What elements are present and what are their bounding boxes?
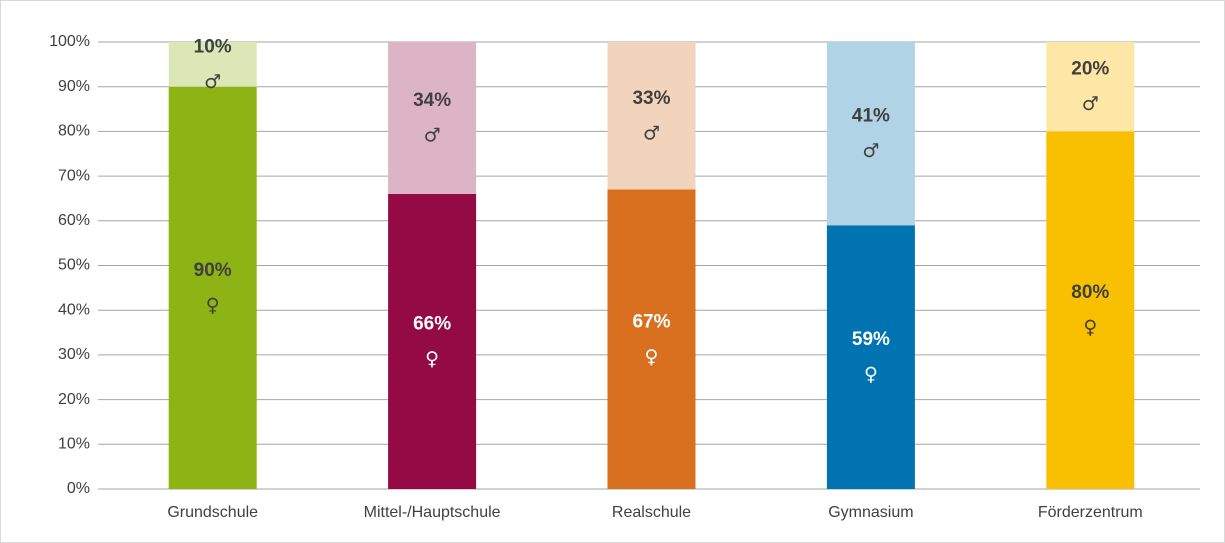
x-tick-label: Realschule [612,504,691,521]
bar-segment [388,42,477,194]
y-tick-label: 30% [58,346,90,363]
value-label: 41% [852,106,890,127]
series-symbol: ♀ [1083,317,1097,339]
bar-segment [607,42,696,190]
x-tick-label: Mittel-/Hauptschule [364,504,501,521]
bar-segment [168,86,257,489]
x-tick-label: Gymnasium [828,504,913,521]
series-symbol: ♂ [643,122,660,144]
value-label: 34% [413,90,451,111]
y-tick-label: 0% [67,480,90,497]
y-tick-label: 70% [58,167,90,184]
series-symbol: ♀ [206,294,220,316]
series-symbol: ♀ [645,346,659,368]
bar-segment [826,42,915,226]
y-tick-label: 20% [58,391,90,408]
value-label: 20% [1071,59,1109,80]
x-tick-label: Förderzentrum [1038,504,1143,521]
bar-segment [826,225,915,489]
bar-segment [388,193,477,490]
y-tick-label: 90% [58,78,90,95]
series-symbol: ♂ [204,71,221,93]
series-symbol: ♀ [425,348,439,370]
value-label: 59% [852,329,890,350]
value-label: 90% [194,260,232,281]
y-tick-label: 80% [58,123,90,140]
value-label: 66% [413,314,451,335]
series-symbol: ♂ [862,140,879,162]
value-label: 67% [632,311,670,332]
bar-segment [168,42,257,87]
value-label: 10% [194,36,232,57]
value-label: 33% [632,88,670,109]
y-tick-label: 60% [58,212,90,229]
y-tick-label: 100% [49,33,90,50]
y-tick-label: 50% [58,257,90,274]
y-tick-label: 10% [58,436,90,453]
bar-segment [1046,131,1135,489]
y-tick-label: 40% [58,301,90,318]
series-symbol: ♀ [864,364,878,386]
value-label: 80% [1071,282,1109,303]
bar-segment [607,189,696,489]
bar-segment [1046,42,1135,132]
series-symbol: ♂ [1082,93,1099,115]
series-symbol: ♂ [424,124,441,146]
x-tick-label: Grundschule [167,504,258,521]
